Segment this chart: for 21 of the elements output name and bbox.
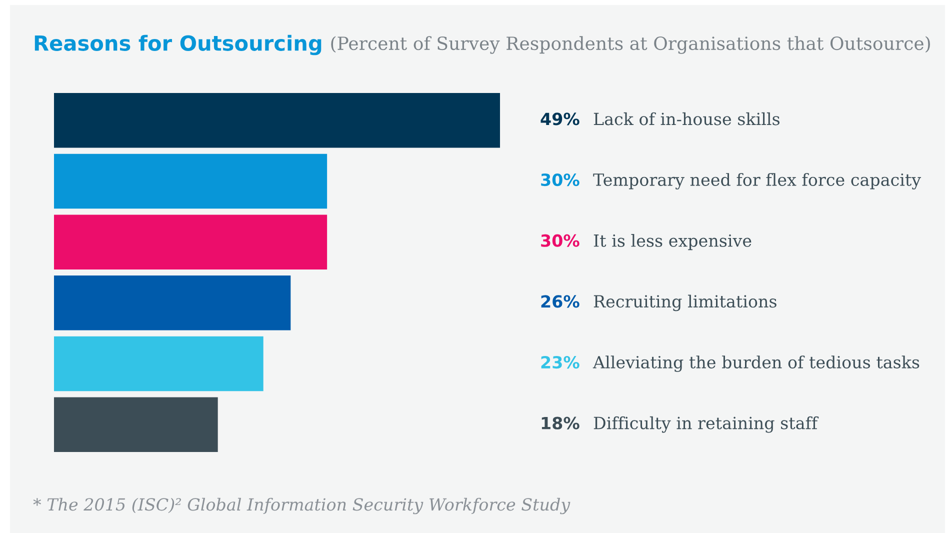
y-tick-label: It is less expensive (594, 234, 752, 250)
data-label: 23% (541, 356, 580, 369)
data-label: 30% (541, 234, 580, 247)
data-label: 26% (541, 295, 580, 308)
bar (54, 93, 500, 148)
y-tick-label: Difficulty in retaining staff (594, 416, 819, 433)
bar (54, 214, 328, 270)
y-tick-label: Alleviating the burden of tedious tasks (592, 356, 920, 372)
text: * The 2015 (ISC)² Global Information Security Workforce Study (33, 498, 570, 514)
y-tick-label: Lack of in-house skills (594, 112, 780, 126)
bar (54, 336, 264, 392)
bar (54, 154, 328, 209)
bar (54, 397, 218, 452)
data-label: 18% (542, 416, 580, 430)
y-tick-label: Recruiting limitations (594, 294, 776, 312)
chart-title: Reasons for Outsourcing (34, 34, 322, 56)
data-label: 49% (540, 112, 580, 126)
text: (Percent of Survey Respondents at Organisations that Outsource) (331, 36, 930, 54)
data-label: 30% (541, 173, 580, 186)
y-tick-label: Temporary need for flex force capacity (593, 173, 922, 190)
bar (54, 276, 291, 330)
